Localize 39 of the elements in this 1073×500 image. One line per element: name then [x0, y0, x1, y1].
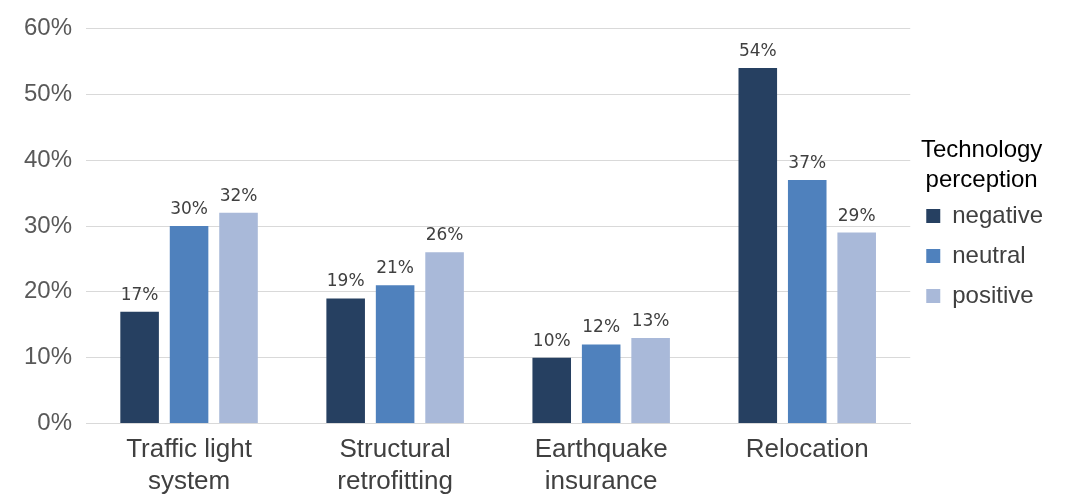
- x-tick-label: Structural retrofitting: [337, 433, 453, 495]
- y-tick-label: 20%: [23, 276, 73, 304]
- data-label: 26%: [425, 224, 464, 245]
- bar: [532, 357, 572, 424]
- bar: [120, 311, 159, 424]
- x-tick-label: Traffic light system: [126, 433, 253, 495]
- y-tick-label: 0%: [37, 408, 73, 436]
- legend-title: Technology perception: [920, 134, 1043, 192]
- bar: [219, 212, 258, 424]
- data-label: 29%: [837, 204, 876, 225]
- bar: [326, 298, 365, 424]
- data-label: 30%: [170, 197, 208, 218]
- data-label: 13%: [631, 309, 670, 330]
- y-tick-label: 50%: [23, 78, 73, 106]
- data-label: 17%: [120, 283, 159, 304]
- bar: [787, 179, 827, 424]
- bar: [169, 226, 209, 424]
- y-tick-label: 60%: [23, 13, 73, 41]
- bar: [375, 285, 415, 424]
- bar: [425, 252, 464, 424]
- y-tick-label: 30%: [23, 210, 73, 238]
- bar: [581, 344, 621, 424]
- data-label: 54%: [738, 39, 777, 60]
- data-label: 12%: [582, 316, 621, 337]
- data-label: 37%: [788, 151, 827, 172]
- legend-label: positive: [952, 280, 1034, 308]
- x-tick-label: Relocation: [745, 433, 869, 464]
- data-label: 10%: [532, 329, 571, 350]
- bar: [837, 232, 876, 424]
- x-tick-label: Earthquake insurance: [534, 433, 668, 495]
- bar: [738, 67, 778, 424]
- y-tick-label: 10%: [23, 342, 73, 370]
- legend-label: negative: [952, 200, 1044, 228]
- bar: [631, 337, 670, 424]
- data-label: 21%: [376, 257, 415, 278]
- legend-label: neutral: [952, 240, 1026, 268]
- y-tick-label: 40%: [23, 144, 73, 172]
- data-label: 19%: [326, 270, 365, 291]
- data-label: 32%: [219, 184, 258, 205]
